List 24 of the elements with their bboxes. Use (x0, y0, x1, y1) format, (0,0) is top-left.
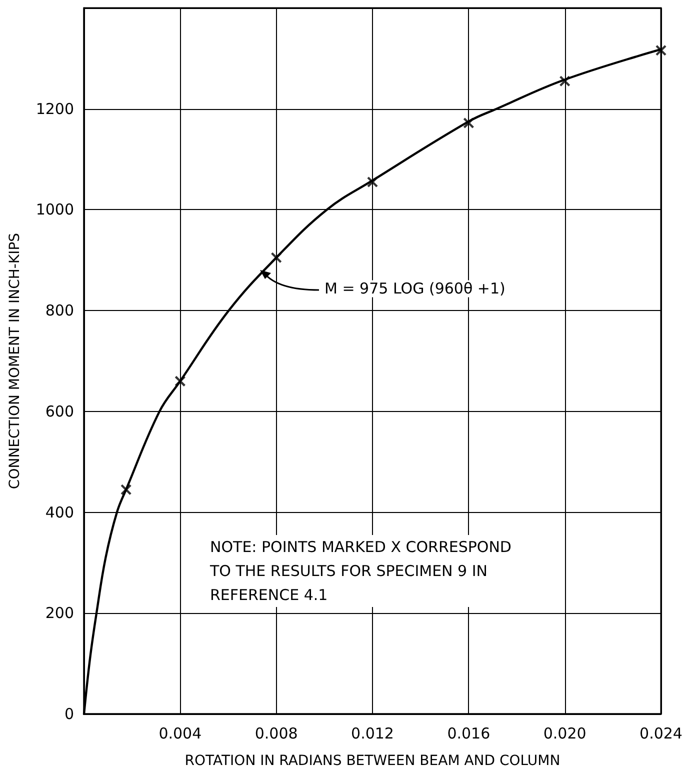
x-tick-label: 0.004 (158, 724, 202, 742)
x-tick-label: 0.024 (640, 724, 682, 742)
y-tick-label: 0 (64, 705, 74, 723)
point (366, 176, 378, 188)
point (174, 376, 186, 387)
x-tick-label: 0.020 (543, 724, 586, 742)
x-tick-label: 0.008 (254, 724, 298, 742)
y-tick-label: 200 (45, 604, 74, 622)
y-tick-label: 400 (45, 503, 74, 522)
point (270, 252, 282, 264)
annotation: NOTE: POINTS MARKED X CORRESPOND TO THE RESULTS FOR SPECIMEN 9 IN REFERENCE 4.1 (209, 538, 512, 604)
y-tick-label: 1200 (36, 100, 74, 118)
y-tick-label: 800 (45, 302, 74, 320)
x-axis-title: ROTATION IN RADIANS BETWEEN BEAM AND COLUMN (184, 753, 560, 769)
y-tick-label: 600 (45, 402, 74, 420)
point (559, 76, 570, 87)
x-tick-label: 0.016 (447, 724, 490, 742)
x-tick-label: 0.012 (351, 724, 394, 742)
annotation: M = 975 LOG (960θ +1) (324, 280, 506, 298)
point (120, 484, 132, 496)
point (655, 44, 667, 56)
y-axis-title: CONNECTION MOMENT IN INCH-KIPS (7, 232, 23, 490)
point (463, 117, 474, 129)
y-tick-label: 1000 (36, 200, 74, 219)
